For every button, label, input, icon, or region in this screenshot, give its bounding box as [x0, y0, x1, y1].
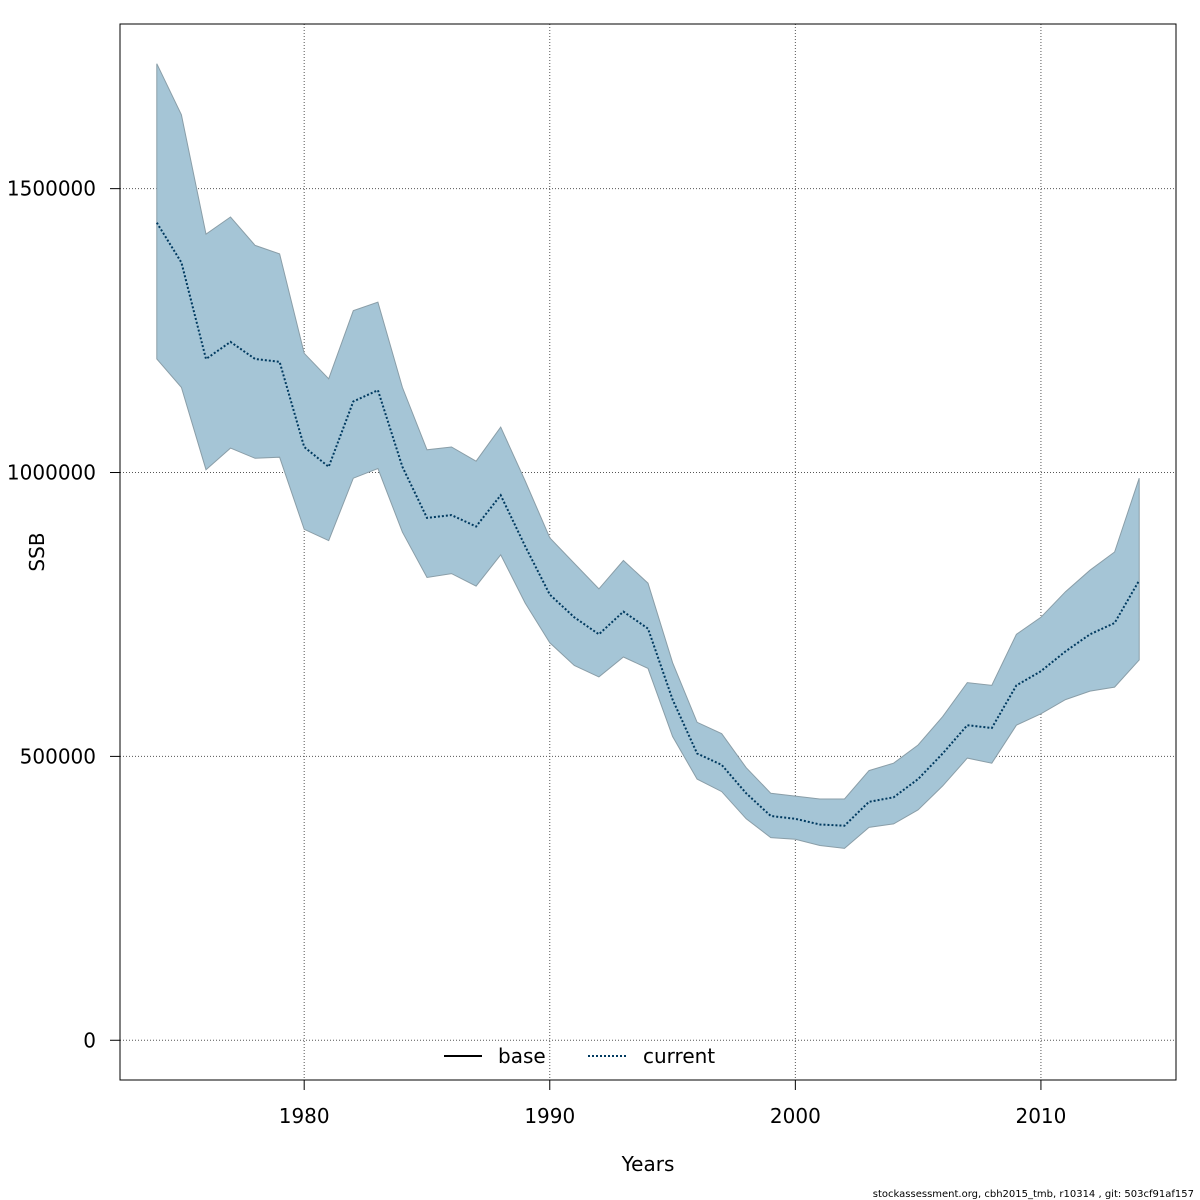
footer-credit: stockassessment.org, cbh2015_tmb, r10314… [873, 1189, 1194, 1200]
legend-base-label: base [498, 1044, 546, 1068]
y-tick-label: 0 [83, 1028, 96, 1052]
x-axis: 1980 1990 2000 2010 [279, 1080, 1066, 1128]
legend-current-label: current [643, 1044, 715, 1068]
y-axis: 0 500000 1000000 1500000 [7, 177, 120, 1052]
current-series-line [155, 222, 1141, 827]
y-tick-label: 1500000 [7, 177, 96, 201]
y-axis-title: SSB [25, 532, 49, 571]
x-axis-title: Years [621, 1152, 675, 1176]
legend: base current [444, 1044, 715, 1068]
x-tick-label: 1990 [524, 1104, 575, 1128]
y-tick-label: 1000000 [7, 461, 96, 485]
plot-frame [119, 23, 1177, 1081]
x-tick-label: 1980 [279, 1104, 330, 1128]
confidence-band [156, 63, 1140, 849]
x-tick-label: 2000 [770, 1104, 821, 1128]
x-tick-label: 2010 [1015, 1104, 1066, 1128]
y-tick-label: 500000 [20, 744, 96, 768]
grid-lines [120, 24, 1176, 1080]
